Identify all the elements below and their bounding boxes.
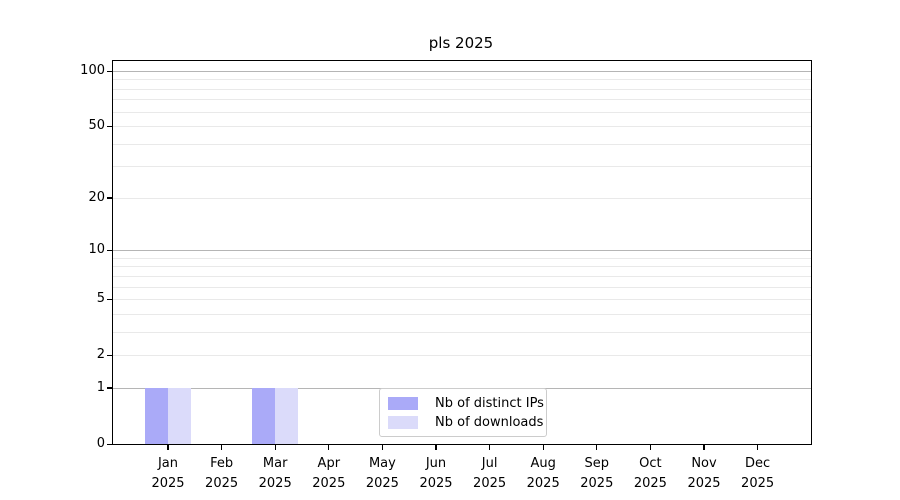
x-tick-mark: [220, 445, 223, 450]
x-tick-label: Sep 2025: [580, 456, 614, 491]
gridline-minor: [113, 143, 811, 145]
gridline-minor: [113, 331, 811, 333]
legend-swatch-downloads: [388, 415, 418, 429]
x-tick-label: Feb 2025: [205, 456, 239, 491]
gridline-minor: [113, 299, 811, 301]
x-tick-mark: [328, 445, 330, 450]
x-tick-mark: [596, 445, 598, 450]
y-tick-mark: [106, 354, 112, 356]
gridline-minor: [113, 99, 811, 101]
y-tick-label: 50: [88, 118, 105, 134]
chart-title: pls 2025: [428, 34, 494, 52]
legend: Nb of distinct IPs Nb of downloads: [379, 388, 547, 437]
bar-distinct-ips-mar: [252, 387, 276, 444]
gridline-minor: [113, 197, 811, 199]
gridline-minor: [113, 286, 811, 288]
y-tick-mark: [106, 70, 112, 72]
plot-area: 0 1 2 5 10 20 50 100 Jan 2025 Feb 2025 Mar 2025 Apr 202…: [80, 60, 812, 491]
gridline-minor: [113, 126, 811, 128]
x-tick-label: Jan 2025: [151, 456, 185, 491]
legend-label-distinct-ips: Nb of distinct IPs: [435, 395, 544, 411]
gridline-minor: [113, 275, 811, 277]
gridline-major: [113, 250, 811, 252]
y-tick-label: 100: [80, 63, 105, 78]
y-tick-mark: [106, 387, 112, 389]
x-tick-label: Aug 2025: [526, 456, 560, 491]
x-tick-mark: [488, 445, 491, 450]
x-tick-label: May 2025: [365, 456, 399, 491]
x-tick-label: Jun 2025: [419, 456, 453, 491]
gridline-minor: [113, 79, 811, 81]
y-tick-label: 1: [96, 379, 105, 395]
x-tick-mark: [649, 445, 652, 450]
x-tick-label: Jul 2025: [473, 456, 507, 491]
y-tick-label: 2: [96, 347, 105, 363]
legend-label-downloads: Nb of downloads: [435, 414, 544, 430]
gridline-minor: [113, 111, 811, 113]
y-tick-mark: [106, 443, 112, 445]
legend-item-downloads: Nb of downloads: [388, 415, 546, 430]
x-tick-mark: [274, 445, 276, 450]
gridline-minor: [113, 266, 811, 268]
bar-distinct-ips-jan: [145, 387, 168, 444]
y-tick-mark: [106, 298, 112, 300]
x-tick-mark: [542, 445, 544, 450]
x-tick-label: Mar 2025: [258, 456, 292, 491]
x-tick-mark: [435, 445, 437, 450]
gridline-minor: [113, 88, 811, 90]
x-tick-mark: [756, 445, 759, 450]
gridline-minor: [113, 257, 811, 259]
x-tick-label: Oct 2025: [633, 456, 667, 491]
x-tick-mark: [703, 445, 705, 450]
y-tick-mark: [106, 249, 112, 251]
y-tick-label: 10: [88, 242, 105, 258]
legend-item-distinct-ips: Nb of distinct IPs: [388, 396, 546, 411]
bar-downloads-jan: [168, 387, 191, 444]
y-tick-label: 20: [88, 189, 105, 205]
bar-downloads-mar: [275, 387, 299, 444]
gridline-major: [113, 71, 811, 72]
y-tick-label: 5: [96, 291, 105, 307]
legend-swatch-distinct-ips: [388, 396, 418, 410]
x-tick-label: Apr 2025: [312, 456, 346, 491]
gridline-minor: [113, 313, 811, 315]
y-tick-mark: [106, 197, 112, 199]
gridline-minor: [113, 166, 811, 168]
x-tick-label: Dec 2025: [741, 456, 775, 491]
x-tick-mark: [167, 445, 169, 450]
y-tick-mark: [106, 125, 112, 128]
x-tick-mark: [381, 445, 384, 450]
x-tick-label: Nov 2025: [687, 456, 721, 491]
gridline-minor: [113, 355, 811, 357]
y-tick-label: 0: [96, 436, 105, 451]
